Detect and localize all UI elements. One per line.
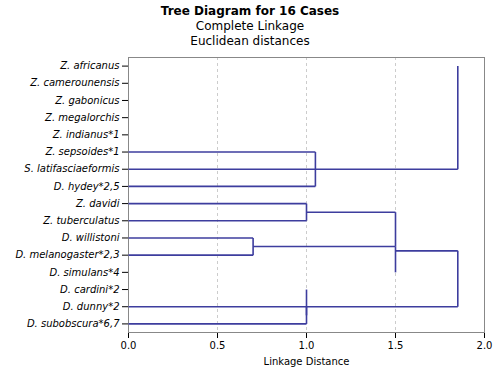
svg-text:D. simulans*4: D. simulans*4 — [50, 267, 120, 278]
svg-text:Z. sepsoides*1: Z. sepsoides*1 — [44, 146, 119, 157]
svg-text:Z. megalorchis: Z. megalorchis — [44, 112, 119, 123]
svg-text:D. dunny*2: D. dunny*2 — [63, 301, 120, 312]
svg-text:Z. davidi: Z. davidi — [75, 198, 120, 209]
svg-text:Z. tuberculatus: Z. tuberculatus — [42, 215, 119, 226]
svg-text:0.5: 0.5 — [210, 340, 226, 351]
svg-text:Z. gabonicus: Z. gabonicus — [54, 95, 119, 106]
html-text:Euclidean distances: Euclidean distances — [190, 34, 310, 48]
svg-text:D. melanogaster*2,3: D. melanogaster*2,3 — [15, 249, 119, 260]
svg-text:0.0: 0.0 — [121, 340, 137, 351]
svg-text:D. willistoni: D. willistoni — [62, 232, 120, 243]
html-text:Complete Linkage: Complete Linkage — [195, 19, 305, 33]
svg-text:Z. africanus: Z. africanus — [59, 60, 119, 71]
svg-text:S. latifasciaeformis: S. latifasciaeformis — [24, 163, 119, 174]
svg-text:Z. indianus*1: Z. indianus*1 — [52, 129, 120, 140]
svg-text:Z. camerounensis: Z. camerounensis — [29, 77, 119, 88]
svg-text:Linkage Distance: Linkage Distance — [264, 356, 350, 367]
svg-text:D. cardini*2: D. cardini*2 — [60, 284, 119, 295]
svg-text:D. subobscura*6,7: D. subobscura*6,7 — [27, 318, 120, 329]
svg-text:1.0: 1.0 — [299, 340, 315, 351]
svg-text:1.5: 1.5 — [388, 340, 404, 351]
svg-text:2.0: 2.0 — [477, 340, 493, 351]
svg-text:D. hydey*2,5: D. hydey*2,5 — [54, 181, 120, 192]
html-text:Tree Diagram for 16 Cases: Tree Diagram for 16 Cases — [160, 4, 340, 18]
